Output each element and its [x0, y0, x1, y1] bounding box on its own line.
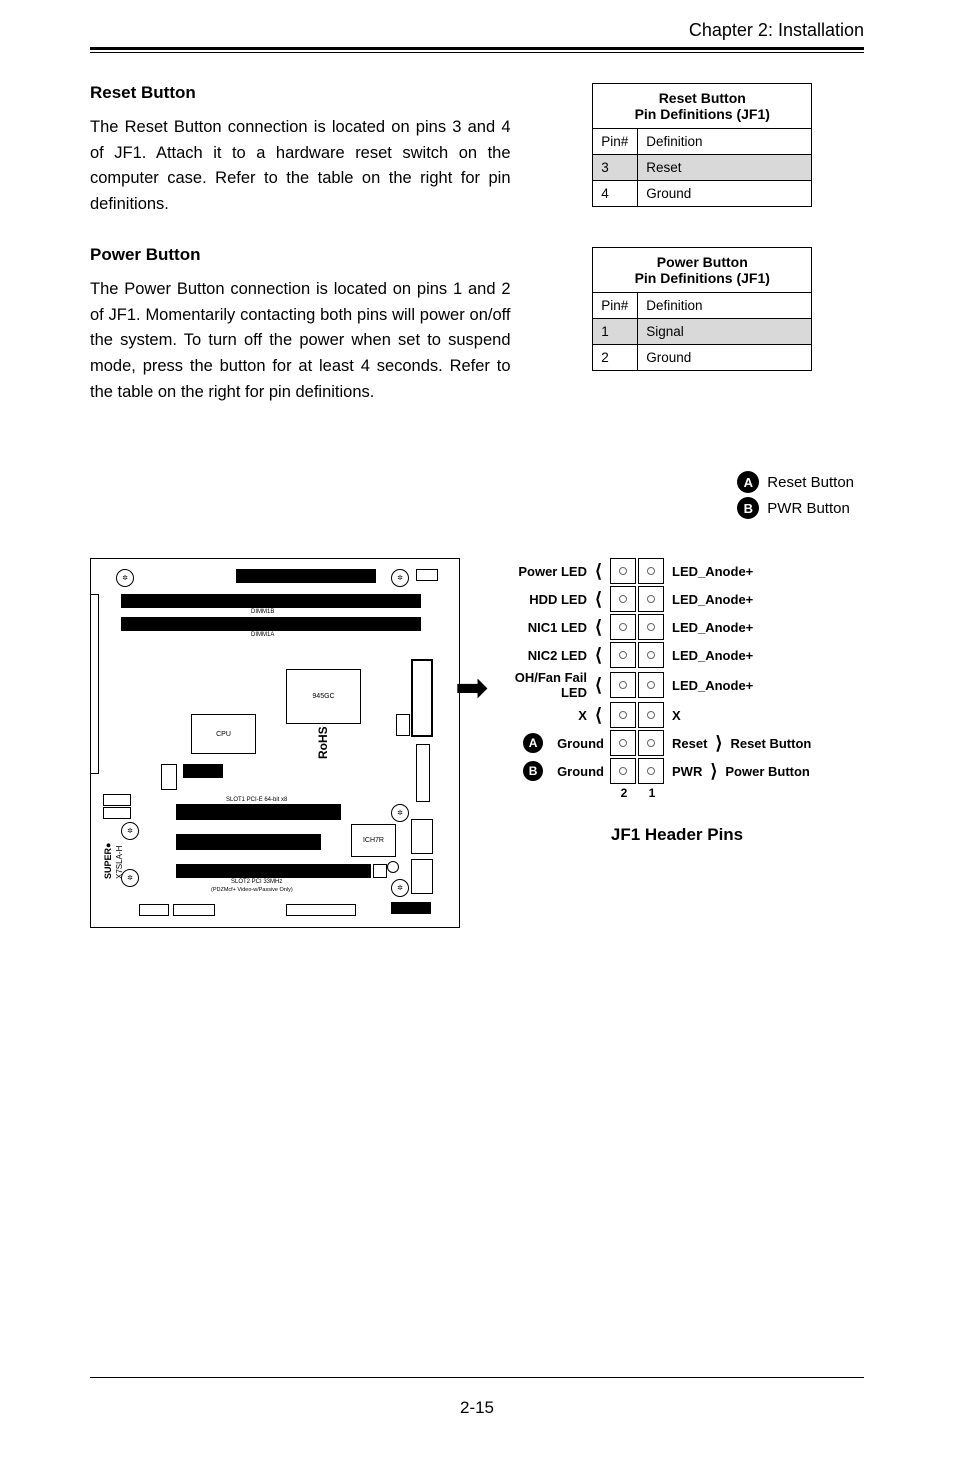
legend-bullet-b: B — [737, 497, 759, 519]
jf1-left-7: BGround — [490, 761, 610, 781]
jf1-pin-1-1 — [638, 586, 664, 612]
jf1-right-2: LED_Anode+ — [666, 620, 806, 635]
jf1-right-0: LED_Anode+ — [666, 564, 806, 579]
jf1-pin-3-1 — [638, 642, 664, 668]
legend-text-a: Reset Button — [767, 474, 854, 491]
jf1-pin-2-0 — [610, 614, 636, 640]
reset-col-def: Definition — [638, 129, 812, 155]
motherboard-diagram: ✲ ✲ DIMM1B DIMM1A 945GC CPU RoHS SLOT1 P… — [90, 558, 460, 928]
reset-row1-pin: 4 — [593, 181, 638, 207]
jf1-pin-2-1 — [638, 614, 664, 640]
power-paragraph: The Power Button connection is located o… — [90, 277, 511, 405]
slot1-label: SLOT1 PCI-E 64-bit x8 — [226, 797, 287, 803]
power-col-pin: Pin# — [593, 293, 638, 319]
power-row1-pin: 2 — [593, 345, 638, 371]
jf1-pin-6-1 — [638, 730, 664, 756]
jf1-title: JF1 Header Pins — [490, 825, 864, 845]
jf1-left-3: NIC2 LED⟨ — [490, 645, 610, 666]
jf1-pin-6-0 — [610, 730, 636, 756]
slot2b-label: (PDZMcf+ Video-w/Passive Only) — [211, 887, 293, 893]
jf1-pin-7-0 — [610, 758, 636, 784]
jf1-left-0: Power LED⟨ — [490, 561, 610, 582]
jf1-left-4: OH/Fan Fail LED⟨ — [490, 670, 610, 700]
power-col-def: Definition — [638, 293, 812, 319]
jf1-pin-3-0 — [610, 642, 636, 668]
bottom-rule — [90, 1377, 864, 1378]
southbridge-chip: ICH7R — [351, 824, 396, 857]
power-row0-def: Signal — [638, 319, 812, 345]
power-table-caption-1: Power Button — [657, 254, 748, 270]
jf1-pin-0-1 — [638, 558, 664, 584]
rule-thick — [90, 47, 864, 50]
reset-row0-def: Reset — [638, 155, 812, 181]
jf1-pin-0-0 — [610, 558, 636, 584]
power-row1-def: Ground — [638, 345, 812, 371]
jf1-left-6: AGround — [490, 733, 610, 753]
jf1-pin-5-1 — [638, 702, 664, 728]
jf1-pin-7-1 — [638, 758, 664, 784]
reset-heading: Reset Button — [90, 83, 511, 103]
jf1-left-1: HDD LED⟨ — [490, 589, 610, 610]
power-heading: Power Button — [90, 245, 511, 265]
reset-paragraph: The Reset Button connection is located o… — [90, 115, 511, 217]
rohs-label: RoHS — [316, 726, 330, 759]
page-number: 2-15 — [0, 1398, 954, 1418]
northbridge-chip: 945GC — [286, 669, 361, 724]
reset-row1-def: Ground — [638, 181, 812, 207]
jf1-footer-2: 2 — [610, 786, 638, 800]
reset-pin-table: Reset Button Pin Definitions (JF1) Pin# … — [592, 83, 812, 207]
slot2-label: SLOT2 PCI 33MHz — [231, 879, 282, 885]
jf1-header-diagram: Power LED⟨ LED_Anode+ HDD LED⟨ LED_Anode+ NI… — [490, 558, 864, 845]
rule-thin — [90, 52, 864, 53]
cpu-chip: CPU — [191, 714, 256, 754]
jf1-right-6: Reset⟩Reset Button — [666, 733, 806, 754]
jf1-right-5: X — [666, 708, 806, 723]
power-pin-table: Power Button Pin Definitions (JF1) Pin# … — [592, 247, 812, 371]
jf1-pin-1-0 — [610, 586, 636, 612]
dimm1b-label: DIMM1B — [251, 609, 274, 615]
legend-text-b: PWR Button — [767, 500, 850, 517]
reset-row0-pin: 3 — [593, 155, 638, 181]
dimm1a-label: DIMM1A — [251, 632, 274, 638]
reset-table-caption-1: Reset Button — [659, 90, 746, 106]
power-table-caption-2: Pin Definitions (JF1) — [635, 270, 770, 286]
jf1-pin-4-1 — [638, 672, 664, 698]
jf1-right-1: LED_Anode+ — [666, 592, 806, 607]
power-row0-pin: 1 — [593, 319, 638, 345]
jf1-right-3: LED_Anode+ — [666, 648, 806, 663]
jf1-footer-1: 1 — [638, 786, 666, 800]
reset-table-caption-2: Pin Definitions (JF1) — [635, 106, 770, 122]
jf1-left-2: NIC1 LED⟨ — [490, 617, 610, 638]
jf1-left-5: X⟨ — [490, 705, 610, 726]
legend-block: A Reset Button B PWR Button — [737, 471, 864, 523]
chapter-header: Chapter 2: Installation — [90, 0, 864, 47]
legend-bullet-a: A — [737, 471, 759, 493]
reset-col-pin: Pin# — [593, 129, 638, 155]
jf1-pin-5-0 — [610, 702, 636, 728]
jf1-pin-4-0 — [610, 672, 636, 698]
jf1-right-4: LED_Anode+ — [666, 678, 806, 693]
jf1-right-7: PWR⟩Power Button — [666, 761, 806, 782]
